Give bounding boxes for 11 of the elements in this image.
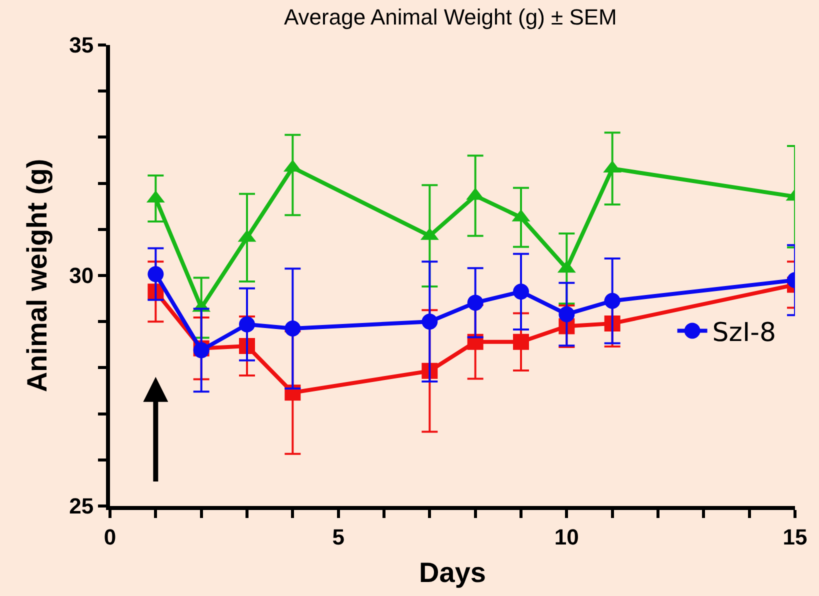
x-tick-label: 5 xyxy=(332,524,344,550)
y-tick-label: 25 xyxy=(69,494,94,519)
x-tick-label: 10 xyxy=(554,524,579,550)
y-tick-label: 30 xyxy=(69,263,94,288)
x-axis-title: Days xyxy=(419,557,486,588)
x-tick-label: 0 xyxy=(104,524,116,550)
y-axis-title: Animal weight (g) xyxy=(21,158,52,392)
y-tick-label: 35 xyxy=(69,32,94,58)
legend-label: SzI-8 xyxy=(712,318,776,348)
x-tick-label: 15 xyxy=(782,524,808,550)
chart-title: Average Animal Weight (g) ± SEM xyxy=(284,4,617,30)
